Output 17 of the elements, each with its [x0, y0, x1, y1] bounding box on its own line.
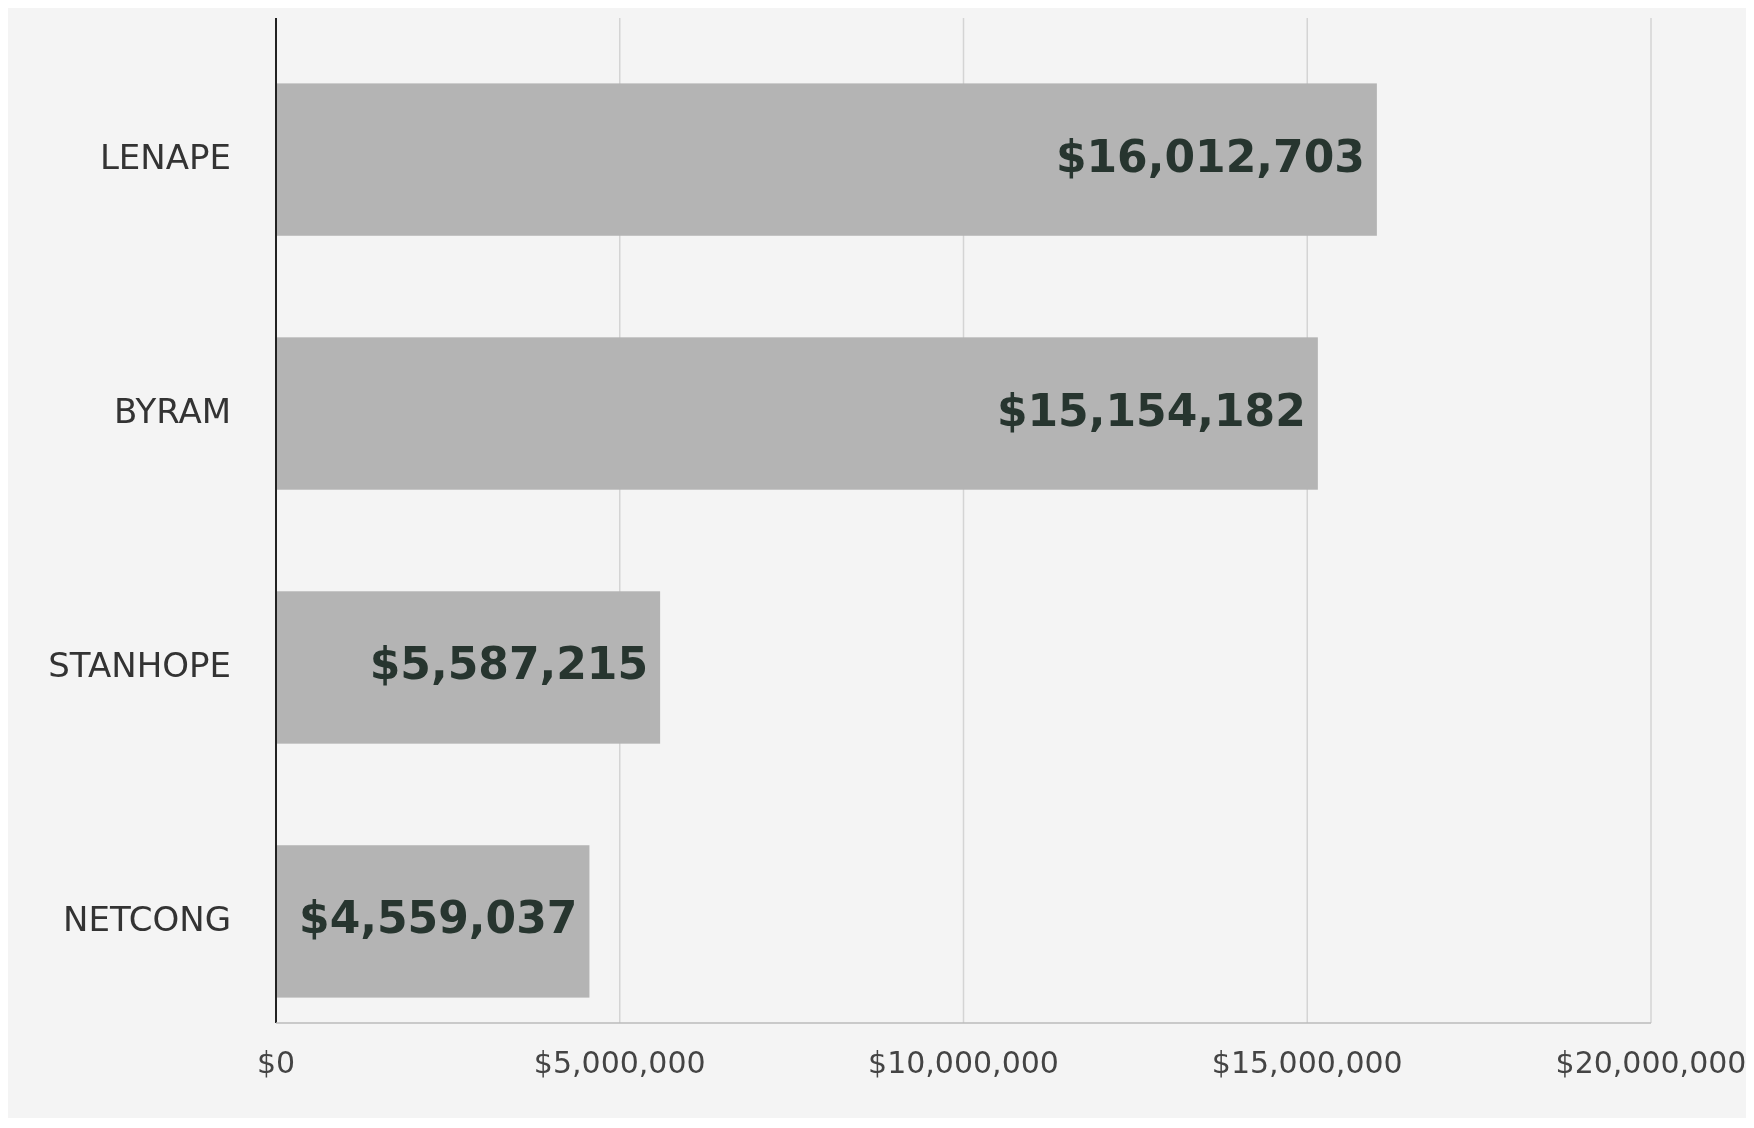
x-tick-label: $20,000,000: [1555, 1045, 1747, 1080]
data-label: $4,559,037: [299, 892, 578, 944]
x-tick-label: $0: [256, 1045, 296, 1080]
y-tick-label: LENAPE: [99, 137, 231, 178]
y-tick-label: BYRAM: [113, 391, 231, 432]
x-tick-label: $5,000,000: [533, 1045, 706, 1080]
x-tick-label: $10,000,000: [868, 1045, 1059, 1080]
bar: [276, 337, 1318, 490]
data-label: $5,587,215: [369, 638, 649, 690]
y-tick-label: STANHOPE: [48, 644, 231, 685]
data-label: $16,012,703: [1055, 130, 1365, 182]
data-label: $15,154,182: [996, 384, 1306, 436]
bar: [276, 845, 590, 998]
y-tick-label: NETCONG: [63, 898, 231, 939]
x-tick-label: $15,000,000: [1211, 1045, 1403, 1080]
bar: [276, 591, 661, 744]
bar: [276, 83, 1377, 236]
